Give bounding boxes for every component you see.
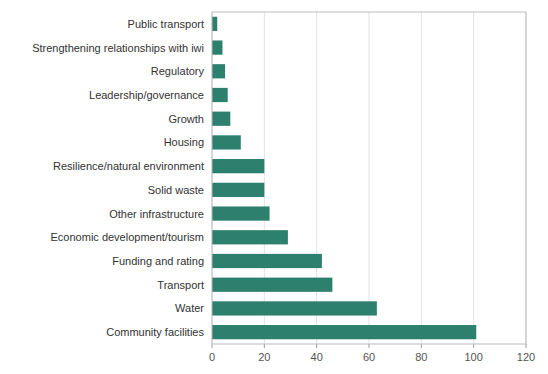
category-label: Housing: [164, 136, 204, 148]
tick-mark: [526, 344, 527, 348]
category-label: Regulatory: [151, 65, 205, 77]
tick-label: 100: [464, 351, 482, 363]
tick-mark: [421, 344, 422, 348]
category-label: Transport: [157, 279, 204, 291]
bar: [212, 159, 264, 173]
category-label: Water: [175, 302, 204, 314]
bar: [212, 112, 230, 126]
plot-frame: [212, 12, 526, 344]
grid: [212, 12, 526, 344]
x-axis: 0 20 40 60 80 100 120: [209, 344, 535, 363]
y-axis: Community facilities Water Transport Fundin…: [32, 18, 204, 338]
bar: [212, 254, 322, 268]
bar: [212, 183, 264, 197]
tick-mark: [316, 344, 317, 348]
tick-label: 60: [363, 351, 375, 363]
tick-label: 80: [415, 351, 427, 363]
bar: [212, 230, 288, 244]
category-label: Community facilities: [106, 326, 204, 338]
category-label: Solid waste: [148, 184, 204, 196]
bar: [212, 88, 228, 102]
category-label: Funding and rating: [112, 255, 204, 267]
grid-line: [316, 12, 317, 344]
grid-line: [264, 12, 265, 344]
grid-line: [369, 12, 370, 344]
page: {"chart_data": {"type": "bar", "orientat…: [0, 0, 548, 374]
tick-label: 40: [311, 351, 323, 363]
tick-mark: [473, 344, 474, 348]
grid-line: [473, 12, 474, 344]
tick-mark: [369, 344, 370, 348]
bar: [212, 64, 225, 78]
tick-mark: [212, 344, 213, 348]
bar: [212, 325, 476, 339]
category-label: Resilience/natural environment: [53, 160, 204, 172]
chart-container: 0 20 40 60 80 100 120 Community facilities Water…: [0, 0, 548, 374]
bar: [212, 17, 217, 31]
bar: [212, 206, 270, 220]
chart-svg: 0 20 40 60 80 100 120 Community facilities Water…: [0, 0, 548, 374]
bar: [212, 301, 377, 315]
tick-label: 120: [517, 351, 535, 363]
tick-label: 20: [258, 351, 270, 363]
bar: [212, 278, 332, 292]
category-label: Growth: [169, 113, 204, 125]
tick-mark: [264, 344, 265, 348]
tick-label: 0: [209, 351, 215, 363]
category-label: Strengthening relationships with iwi: [32, 42, 204, 54]
bars: [212, 17, 476, 340]
category-label: Economic development/tourism: [51, 231, 204, 243]
bar: [212, 40, 222, 54]
bar: [212, 135, 241, 149]
category-label: Public transport: [128, 18, 204, 30]
category-label: Other infrastructure: [109, 208, 204, 220]
grid-line: [421, 12, 422, 344]
category-label: Leadership/governance: [89, 89, 204, 101]
